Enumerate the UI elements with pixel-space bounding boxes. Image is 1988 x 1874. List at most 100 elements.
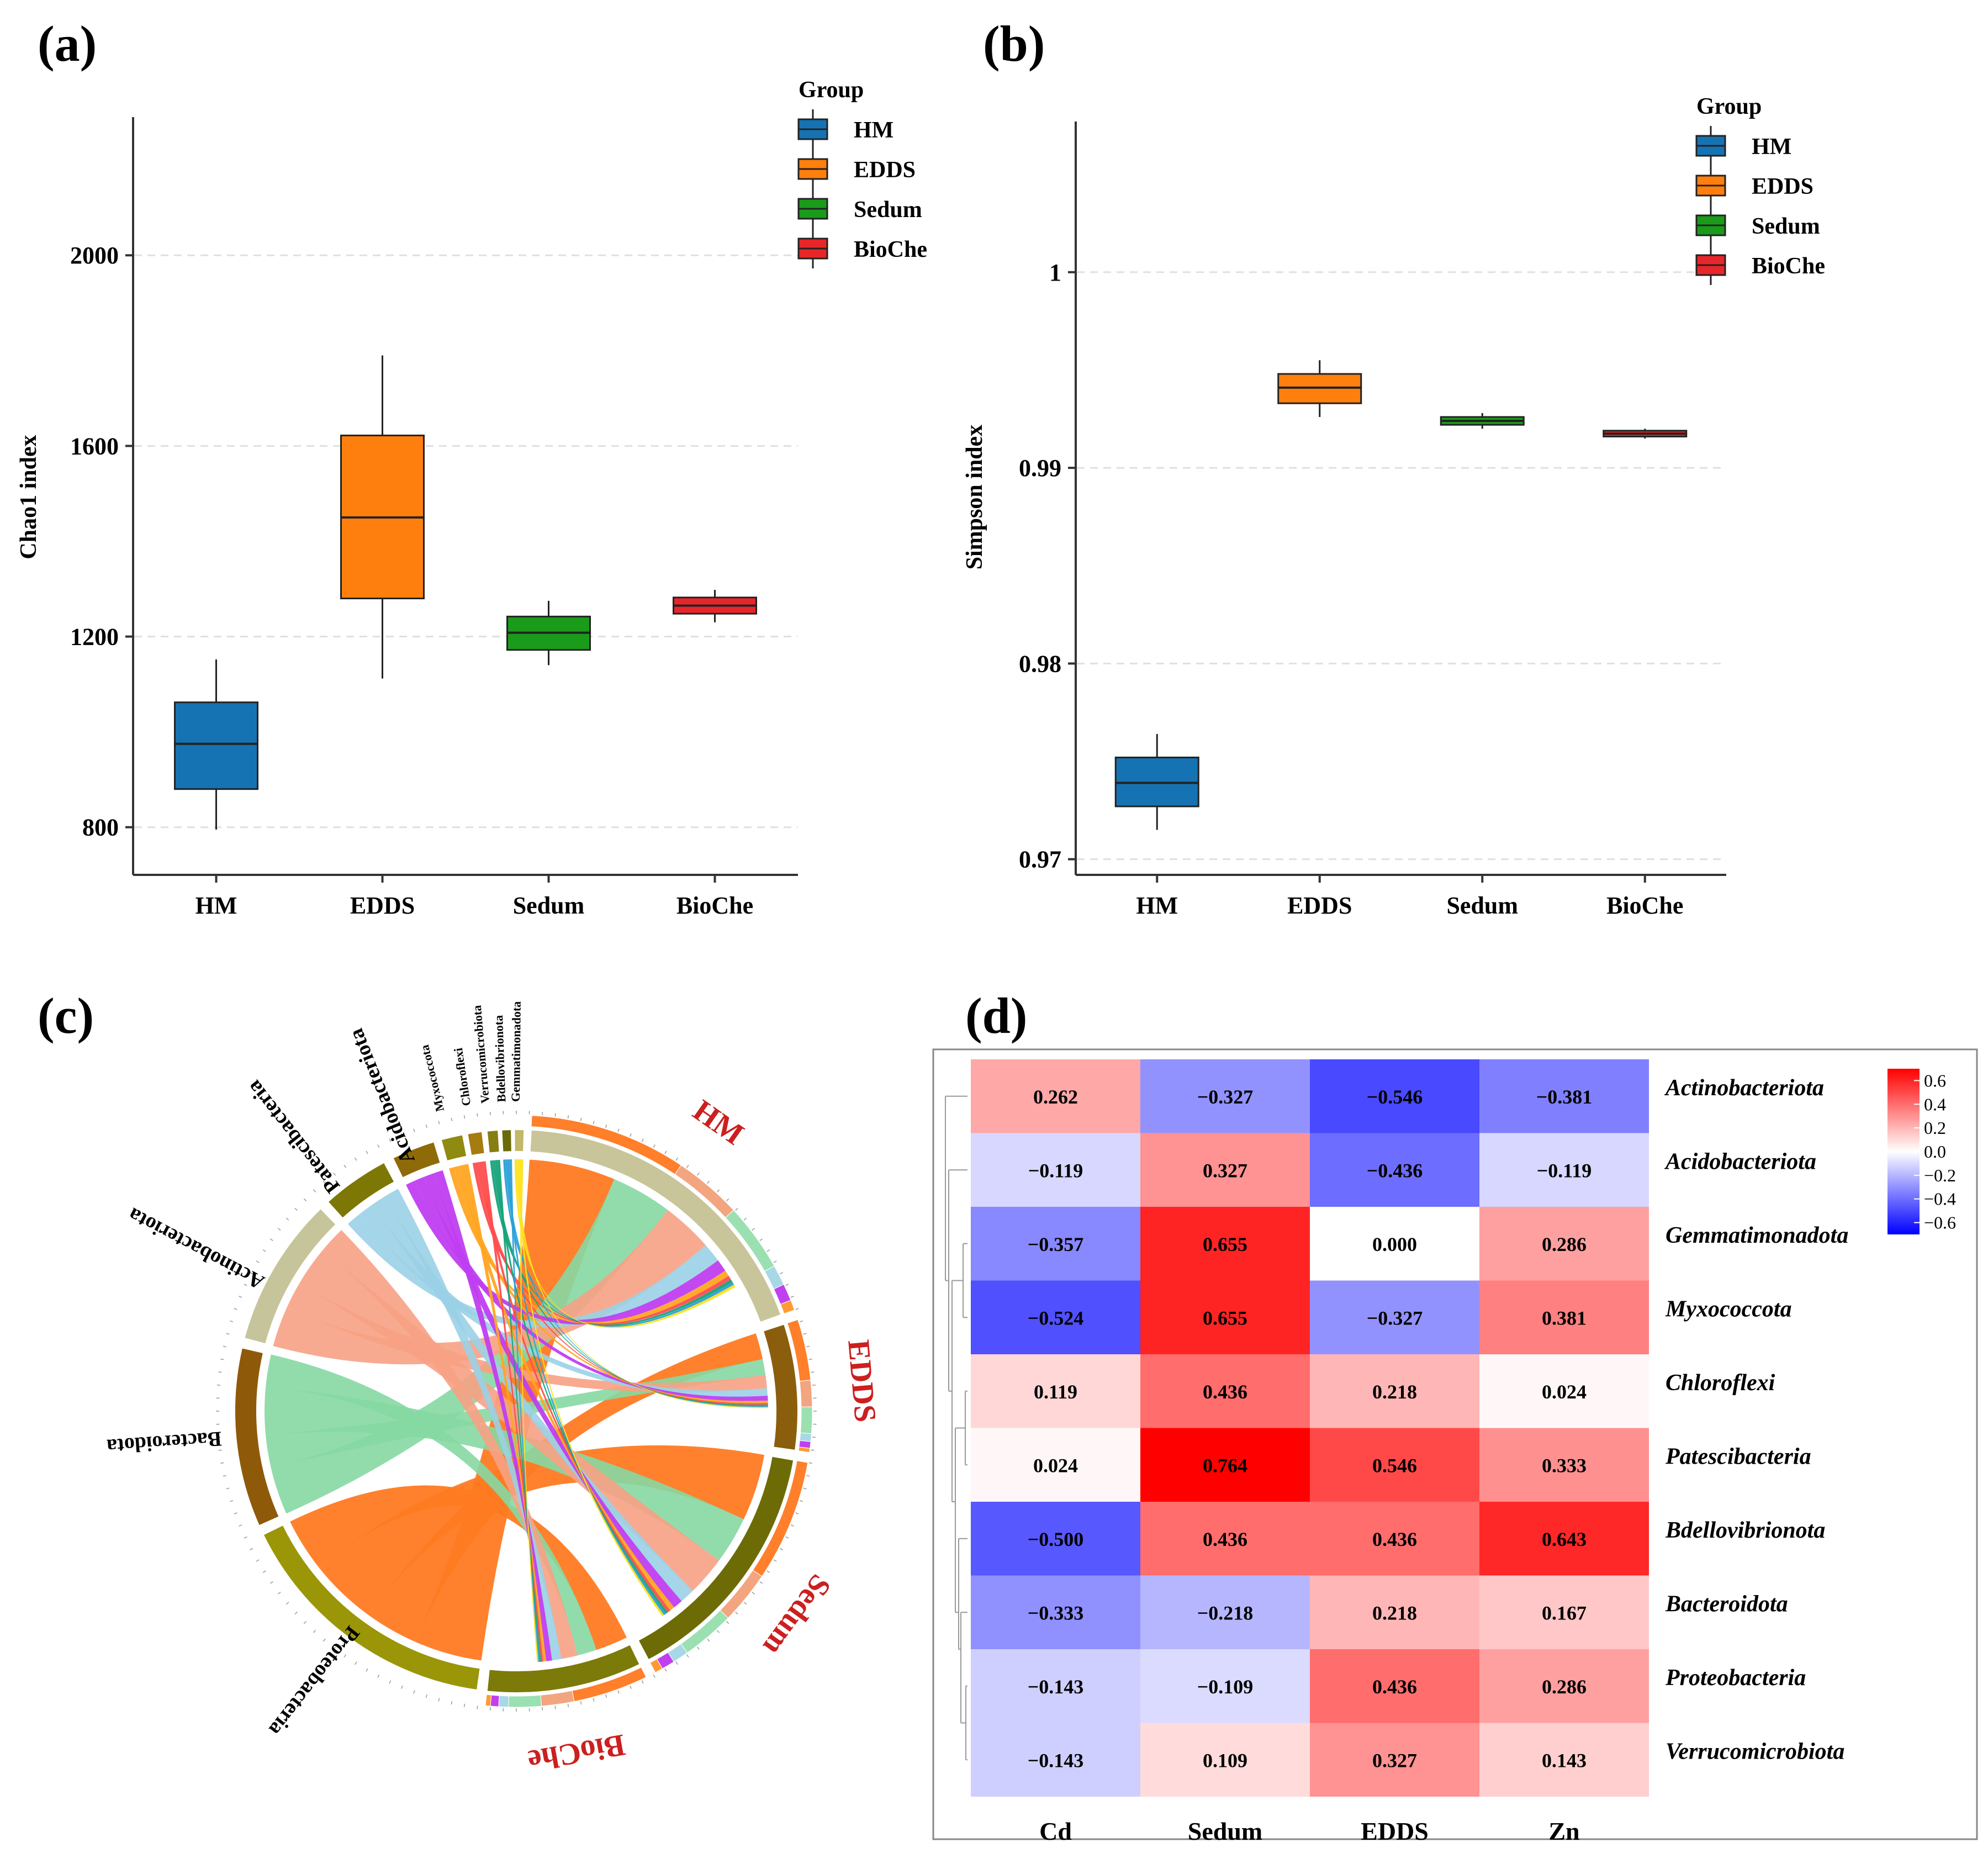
rim-segment (540, 1690, 575, 1707)
b-ytick-label: 0.99 (1019, 455, 1061, 482)
rim-tick (641, 1138, 644, 1142)
heatmap-cell (1479, 1354, 1649, 1428)
rim-tick (217, 1437, 221, 1438)
rim-tick (262, 1570, 266, 1573)
heatmap-cell-value: 0.436 (1203, 1528, 1247, 1550)
a-box-body (174, 701, 258, 790)
rim-tick (696, 1172, 700, 1176)
heatmap-colorbar: 0.6 0.4 0.2 0.0 −0.2 −0.4 −0.6 (1887, 1069, 1956, 1234)
heatmap-cell (1310, 1649, 1479, 1723)
rim-tick (269, 1581, 273, 1584)
rim-tick (389, 1138, 392, 1142)
rim-segment (800, 1406, 813, 1434)
colorbar-tick-label: 0.2 (1924, 1118, 1946, 1138)
colorbar-tick-label: −0.6 (1924, 1213, 1956, 1233)
heatmap-cell (971, 1133, 1140, 1207)
rim-tick (229, 1500, 234, 1502)
rim-tick (630, 1685, 632, 1689)
heatmap-cell (1310, 1502, 1479, 1576)
rim-tick (343, 1654, 347, 1658)
rim-tick (269, 1238, 273, 1242)
panel-label-c: (c) (38, 988, 94, 1044)
rim-tick (239, 1524, 242, 1527)
rim-tick (653, 1674, 655, 1678)
rim-tick (256, 1260, 260, 1263)
heatmap-col-label: Zn (1548, 1817, 1579, 1845)
heatmap-cell (971, 1502, 1140, 1576)
phylum-label: Actinobacteriota (124, 1203, 268, 1294)
chord-ribbon (264, 1386, 744, 1561)
heatmap-row-label: Bacteroidota (1665, 1591, 1788, 1617)
rim-segment (490, 1694, 500, 1707)
sector-hm (529, 1129, 782, 1323)
chord-sectors (216, 1111, 817, 1712)
heatmap-cell-value: −0.119 (1028, 1159, 1083, 1181)
heatmap-cell-value: −0.109 (1197, 1676, 1254, 1698)
heatmap-cell-value: 0.643 (1542, 1528, 1587, 1550)
rim-tick (377, 1674, 380, 1678)
rim-tick (630, 1133, 632, 1137)
heatmap-cell-value: 0.167 (1542, 1602, 1587, 1624)
heatmap-col-label: Cd (1039, 1817, 1072, 1845)
rim-tick (664, 1150, 667, 1154)
rim-tick (239, 1296, 242, 1298)
rim-tick (477, 1113, 478, 1117)
heatmap-cell-value: −0.524 (1028, 1307, 1084, 1329)
rim-tick (217, 1384, 221, 1386)
rim-tick (593, 1121, 595, 1125)
b-ytick-label: 0.97 (1019, 846, 1061, 873)
rim-tick (773, 1559, 777, 1562)
simpson-y-axis-title: Simpson index (962, 425, 987, 570)
chord-ribbon (415, 1176, 768, 1401)
simpson-legend: Group HM EDDS Sedum BioChe (1695, 94, 1825, 285)
rim-tick (779, 1272, 783, 1275)
heatmap-cell (971, 1280, 1140, 1354)
rim-tick (229, 1320, 234, 1322)
sector-myxococcota (440, 1134, 468, 1162)
heatmap-cell (1140, 1354, 1310, 1428)
a-xtick-label: EDDS (350, 892, 415, 919)
rim-tick (759, 1238, 763, 1242)
heatmap-dendrogram (945, 1095, 967, 1761)
a-legend-label: Sedum (854, 197, 922, 223)
rim-tick (795, 1308, 799, 1310)
rim-tick (799, 1320, 803, 1322)
rim-tick (803, 1333, 807, 1335)
simpson-legend-title: Group (1696, 94, 1762, 119)
rim-tick (675, 1157, 678, 1161)
heatmap-frame (932, 1048, 1978, 1840)
heatmap-cell (1140, 1280, 1310, 1354)
phylum-label: Bacteroidota (106, 1427, 223, 1458)
sector-acidobacteriota (392, 1141, 441, 1179)
rim-tick (250, 1272, 253, 1275)
heatmap-cell-value: −0.546 (1367, 1086, 1423, 1108)
a-xtick-label: BioChe (676, 892, 753, 919)
heatmap-cell-value: −0.218 (1197, 1602, 1254, 1624)
chord-ribbon (498, 1159, 542, 1662)
rim-segment (485, 1694, 492, 1707)
rim-tick (262, 1249, 266, 1252)
chord-ribbon (273, 1210, 706, 1365)
rim-tick (752, 1228, 755, 1231)
rim-tick (463, 1115, 466, 1119)
sector-sedum (637, 1455, 795, 1661)
heatmap-cell-value: 0.655 (1203, 1307, 1247, 1329)
a-ytick-label: 2000 (70, 242, 119, 269)
rim-tick (389, 1680, 392, 1684)
heatmap-cell (1310, 1059, 1479, 1133)
b-legend-label: BioChe (1752, 254, 1825, 279)
heatmap-cell (1479, 1502, 1649, 1576)
chord-ribbon (287, 1283, 768, 1392)
rim-tick (812, 1437, 816, 1438)
heatmap-cell (971, 1207, 1140, 1281)
colorbar-tick-label: 0.0 (1924, 1142, 1946, 1162)
rim-segment (508, 1694, 542, 1708)
heatmap-cell (971, 1059, 1140, 1133)
heatmap-cell (1479, 1133, 1649, 1207)
heatmap-cell-value: −0.119 (1537, 1159, 1592, 1181)
rim-tick (303, 1620, 307, 1624)
heatmap-cell (1310, 1428, 1479, 1502)
rim-tick (223, 1475, 226, 1477)
a-box-edds (340, 355, 425, 679)
colorbar-tick-label: −0.2 (1924, 1165, 1956, 1185)
